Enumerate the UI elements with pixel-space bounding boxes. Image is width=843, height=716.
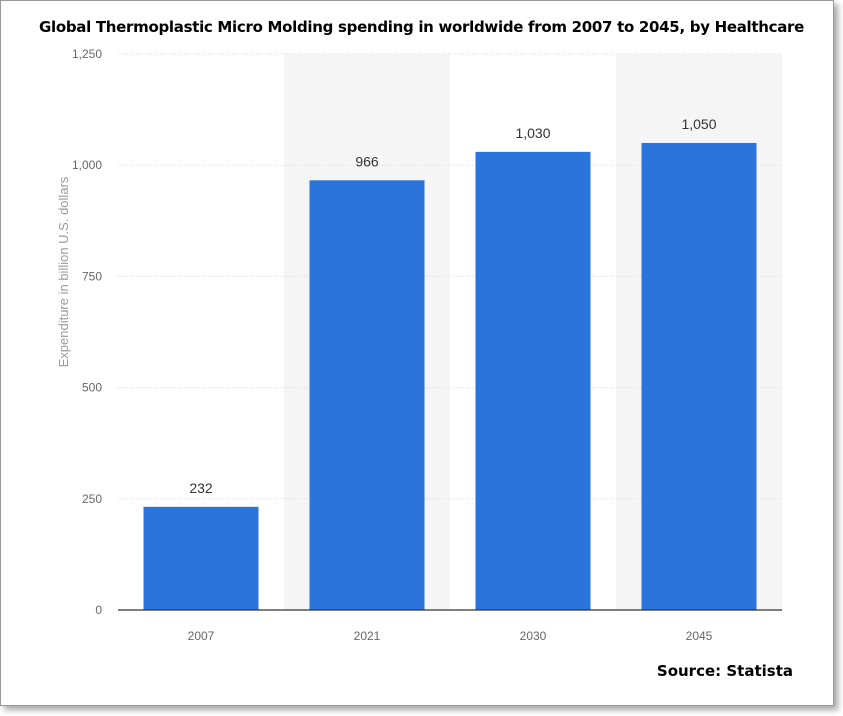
chart-title: Global Thermoplastic Micro Molding spend… bbox=[38, 18, 805, 36]
data-label: 1,050 bbox=[681, 116, 716, 132]
y-tick-label: 0 bbox=[95, 603, 102, 617]
y-tick-label: 1,000 bbox=[72, 158, 102, 172]
y-tick-label: 500 bbox=[82, 381, 102, 395]
data-label: 232 bbox=[189, 480, 213, 496]
y-tick-label: 1,250 bbox=[72, 47, 102, 61]
bar bbox=[309, 180, 425, 611]
bar bbox=[475, 151, 591, 610]
y-axis-label: Expenditure in billion U.S. dollars bbox=[56, 176, 71, 367]
x-tick-label: 2045 bbox=[686, 629, 713, 643]
data-label: 966 bbox=[355, 153, 379, 169]
bar bbox=[143, 506, 259, 610]
y-tick-label: 250 bbox=[82, 492, 102, 506]
y-tick-label: 750 bbox=[82, 269, 102, 283]
x-tick-label: 2007 bbox=[188, 629, 215, 643]
x-tick-label: 2030 bbox=[520, 629, 547, 643]
data-label: 1,030 bbox=[515, 125, 550, 141]
x-tick-label: 2021 bbox=[354, 629, 381, 643]
bar bbox=[641, 142, 757, 610]
source-note: Source: Statista bbox=[656, 662, 793, 680]
